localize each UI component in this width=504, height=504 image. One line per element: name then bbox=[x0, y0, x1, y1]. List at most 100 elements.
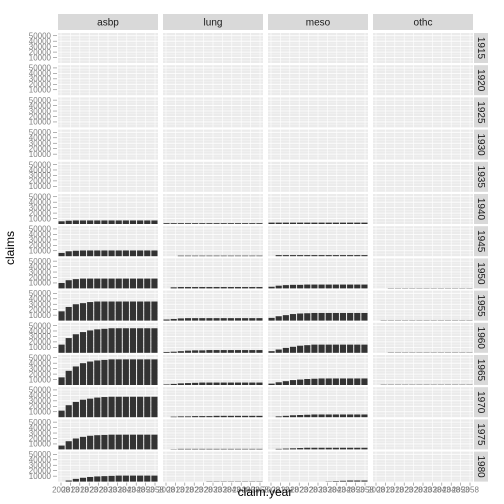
bar-meso-1950-8 bbox=[325, 284, 332, 289]
y-tick-label: 20000 bbox=[29, 144, 52, 153]
bar-lung-1945-5 bbox=[199, 255, 206, 257]
bar-asbp-1970-13 bbox=[151, 396, 158, 418]
x-tick-label: 2018 bbox=[281, 486, 299, 495]
bar-asbp-1940-2 bbox=[72, 220, 79, 224]
bar-lung-1970-7 bbox=[213, 415, 220, 418]
bar-lung-1975-11 bbox=[242, 448, 249, 450]
row-strip-1915 bbox=[474, 33, 488, 63]
bar-meso-1940-6 bbox=[311, 222, 318, 224]
y-tick-label: 10000 bbox=[29, 311, 52, 320]
y-tick-label: 50000 bbox=[29, 386, 52, 395]
bar-meso-1955-9 bbox=[332, 312, 339, 321]
bar-meso-1950-4 bbox=[297, 284, 304, 289]
bar-meso-1975-8 bbox=[325, 447, 332, 450]
y-tick-label: 20000 bbox=[29, 434, 52, 443]
bar-asbp-1960-10 bbox=[129, 328, 137, 353]
bar-meso-1945-5 bbox=[304, 255, 311, 257]
bar-lung-1975-4 bbox=[192, 448, 199, 450]
bar-lung-1975-7 bbox=[213, 448, 220, 450]
bar-lung-1960-0 bbox=[163, 351, 170, 353]
bar-asbp-1960-12 bbox=[144, 328, 151, 353]
bar-meso-1960-0 bbox=[268, 351, 275, 353]
bar-lung-1975-13 bbox=[256, 448, 263, 450]
x-tick-label: 2038 bbox=[214, 486, 232, 495]
bar-lung-1955-3 bbox=[184, 318, 192, 321]
bar-lung-1970-3 bbox=[184, 416, 192, 418]
bar-lung-1940-4 bbox=[192, 223, 199, 224]
row-strip-label-1935: 1935 bbox=[475, 166, 486, 189]
bar-lung-1950-2 bbox=[177, 287, 184, 289]
bar-meso-1940-12 bbox=[354, 222, 361, 224]
bar-asbp-1950-9 bbox=[122, 278, 129, 289]
bar-asbp-1955-9 bbox=[122, 301, 129, 321]
bar-lung-1950-3 bbox=[184, 287, 192, 289]
bar-meso-1945-6 bbox=[311, 255, 318, 257]
row-strip-label-1940: 1940 bbox=[475, 198, 486, 221]
row-strip-1935 bbox=[474, 161, 488, 192]
bar-meso-1955-1 bbox=[275, 316, 282, 321]
bar-asbp-1955-10 bbox=[129, 301, 137, 321]
bar-meso-1955-11 bbox=[347, 312, 354, 321]
bar-lung-1970-9 bbox=[227, 415, 234, 418]
bar-asbp-1960-3 bbox=[79, 332, 87, 353]
bar-meso-1960-10 bbox=[339, 344, 347, 353]
bar-meso-1945-7 bbox=[318, 255, 325, 257]
y-tick-label: 50000 bbox=[29, 289, 52, 298]
facet-grid: asbp lung meso othc191510000200003000040000… bbox=[29, 14, 488, 495]
bar-asbp-1960-4 bbox=[87, 330, 94, 353]
bar-meso-1980-11 bbox=[347, 480, 354, 482]
bar-lung-1965-13 bbox=[256, 382, 263, 385]
x-tick-label: 2058 bbox=[146, 486, 164, 495]
y-tick-label: 20000 bbox=[29, 112, 52, 121]
y-tick-label: 10000 bbox=[29, 86, 52, 95]
bar-lung-1960-1 bbox=[170, 351, 177, 353]
bar-meso-1955-3 bbox=[289, 314, 297, 321]
row-strip-label-1915: 1915 bbox=[475, 37, 486, 60]
bar-lung-1960-13 bbox=[256, 350, 263, 353]
bar-asbp-1940-3 bbox=[79, 220, 87, 224]
bar-lung-1940-11 bbox=[242, 223, 249, 224]
bar-asbp-1980-6 bbox=[101, 476, 108, 482]
y-tick-label: 10000 bbox=[29, 53, 52, 62]
bar-meso-1960-11 bbox=[347, 344, 354, 353]
row-strip-label-1920: 1920 bbox=[475, 69, 486, 92]
bar-meso-1980-9 bbox=[332, 481, 339, 482]
bar-meso-1940-13 bbox=[361, 222, 368, 224]
bar-meso-1945-1 bbox=[275, 255, 282, 257]
bar-lung-1975-8 bbox=[220, 448, 227, 450]
bar-meso-1975-9 bbox=[332, 447, 339, 450]
bar-asbp-1955-12 bbox=[144, 301, 151, 321]
bar-meso-1965-13 bbox=[361, 378, 368, 385]
bar-lung-1955-10 bbox=[234, 318, 242, 321]
x-tick-label: 2058 bbox=[251, 486, 269, 495]
x-tick-label: 2008 bbox=[52, 486, 70, 495]
bar-asbp-1950-0 bbox=[58, 282, 65, 289]
bar-lung-1945-4 bbox=[192, 255, 199, 257]
bar-asbp-1940-9 bbox=[122, 220, 129, 224]
bar-lung-1940-3 bbox=[184, 223, 192, 224]
bar-asbp-1960-5 bbox=[94, 329, 101, 353]
column-strip-lung bbox=[163, 14, 263, 30]
bar-asbp-1965-13 bbox=[151, 359, 158, 385]
bar-asbp-1940-7 bbox=[108, 220, 115, 224]
y-tick-label: 10000 bbox=[29, 343, 52, 352]
bar-meso-1975-7 bbox=[318, 447, 325, 450]
bar-meso-1970-7 bbox=[318, 414, 325, 418]
bar-meso-1970-2 bbox=[282, 415, 289, 418]
bar-lung-1955-6 bbox=[206, 318, 213, 321]
bar-asbp-1975-1 bbox=[65, 441, 72, 450]
row-strip-label-1925: 1925 bbox=[475, 101, 486, 124]
bar-lung-1955-2 bbox=[177, 318, 184, 321]
x-tick-label: 2028 bbox=[300, 486, 318, 495]
bar-lung-1945-6 bbox=[206, 255, 213, 257]
bar-asbp-1950-4 bbox=[87, 278, 94, 289]
bar-lung-1955-11 bbox=[242, 318, 249, 321]
bar-lung-1960-12 bbox=[249, 350, 256, 353]
bar-asbp-1975-9 bbox=[122, 434, 129, 450]
x-tick-label: 2013 bbox=[377, 486, 395, 495]
bar-asbp-1980-11 bbox=[137, 475, 144, 482]
bar-asbp-1945-6 bbox=[101, 250, 108, 257]
bar-lung-1950-5 bbox=[199, 287, 206, 289]
column-strip-label-lung: lung bbox=[204, 18, 223, 29]
y-tick-label: 20000 bbox=[29, 241, 52, 250]
